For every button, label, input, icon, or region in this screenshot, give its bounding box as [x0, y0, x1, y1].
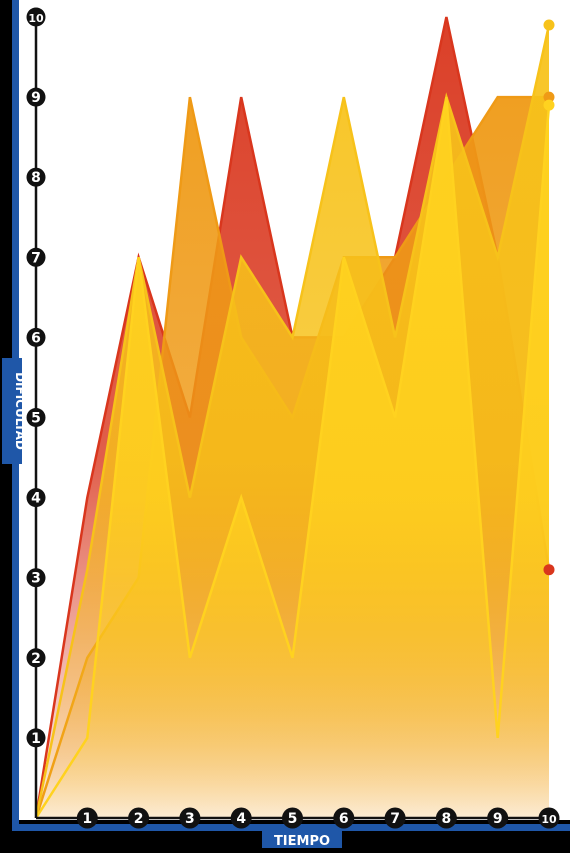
- x-axis-title-tag: [262, 830, 342, 848]
- x-tick-marker: [76, 807, 98, 829]
- y-tick-marker: [26, 728, 46, 748]
- x-tick-label: 2: [134, 811, 144, 827]
- x-tick-marker: [538, 807, 560, 829]
- x-tick-label: 10: [541, 813, 557, 826]
- series-3-line: [34, 24, 551, 819]
- series-4-area: [36, 97, 549, 819]
- y-tick-label: 2: [31, 651, 41, 667]
- y-tick-marker: [26, 87, 46, 107]
- x-tick-label: 1: [82, 811, 92, 827]
- x-tick-marker: [128, 807, 150, 829]
- x-tick-label: 6: [339, 811, 349, 827]
- x-tick-label: 8: [442, 811, 452, 827]
- x-tick-marker: [230, 807, 252, 829]
- y-tick-label: 3: [31, 571, 41, 587]
- x-tick-label: 4: [236, 811, 246, 827]
- x-tick-marker: [487, 807, 509, 829]
- series-areas: [34, 16, 551, 819]
- series-2-end-point: [543, 91, 555, 103]
- y-tick-label: 1: [31, 731, 41, 747]
- y-tick-marker: [26, 568, 46, 588]
- series-1-end-point: [543, 564, 555, 576]
- x-tick-marker: [384, 807, 406, 829]
- y-tick-label: 10: [28, 12, 44, 25]
- y-tick-marker: [26, 7, 46, 27]
- x-tick-label: 9: [493, 811, 503, 827]
- y-tick-marker: [26, 247, 46, 267]
- x-tick-marker: [333, 807, 355, 829]
- y-tick-marker: [26, 167, 46, 187]
- x-tick-label: 3: [185, 811, 195, 827]
- y-axis-title-tag: [2, 358, 22, 464]
- y-tick-label: 4: [31, 491, 41, 507]
- series-4-end-point: [543, 99, 555, 111]
- x-axis-title: TIEMPO: [274, 834, 330, 848]
- x-tick-marker: [282, 807, 303, 829]
- y-tick-label: 9: [31, 90, 41, 106]
- series-4-line: [34, 96, 551, 819]
- x-tick-marker: [179, 807, 201, 829]
- y-tick-label: 5: [31, 411, 41, 427]
- x-tick-label: 5: [288, 811, 298, 827]
- y-tick-marker: [26, 327, 46, 347]
- y-tick-label: 6: [31, 330, 41, 346]
- series-3-end-point: [543, 19, 555, 31]
- x-tick-marker: [435, 807, 457, 829]
- y-tick-label: 8: [31, 170, 41, 186]
- y-tick-marker: [26, 488, 46, 508]
- x-tick-label: 7: [390, 811, 400, 827]
- y-tick-marker: [26, 408, 46, 427]
- y-axis-title: DIFICULTAD: [13, 372, 27, 450]
- y-tick-marker: [26, 648, 46, 668]
- y-tick-label: 7: [31, 250, 41, 266]
- series-end-markers: [543, 19, 555, 576]
